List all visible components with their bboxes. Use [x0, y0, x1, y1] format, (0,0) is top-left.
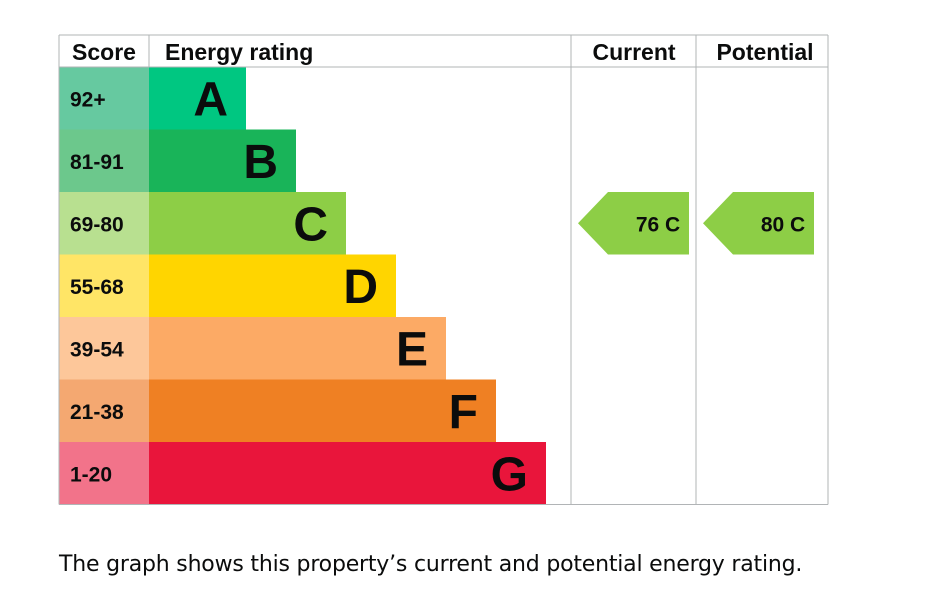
band-letter-d: D	[343, 261, 378, 314]
header-potential: Potential	[716, 39, 813, 65]
potential-arrow	[703, 192, 814, 255]
score-cell-d	[59, 254, 149, 318]
potential-rating-label: 80 C	[761, 213, 805, 236]
band-letter-e: E	[396, 323, 428, 376]
current-arrow	[578, 192, 689, 255]
score-label-g: 1-20	[70, 463, 112, 486]
header-energy-rating: Energy rating	[165, 39, 313, 65]
score-label-e: 39-54	[70, 338, 124, 361]
score-label-d: 55-68	[70, 276, 124, 299]
band-letter-b: B	[243, 136, 278, 189]
score-label-c: 69-80	[70, 213, 124, 236]
score-cell-a	[59, 67, 149, 130]
band-letter-c: C	[293, 198, 328, 251]
band-letter-f: F	[449, 386, 478, 439]
arrow-layer: 76 C 80 C	[578, 192, 814, 255]
band-bar-c	[149, 192, 346, 255]
band-letter-a: A	[193, 73, 228, 126]
band-bar-g	[149, 442, 546, 505]
band-bar-f	[149, 379, 496, 443]
score-cell-g	[59, 442, 149, 505]
score-cell-c	[59, 192, 149, 255]
header-current: Current	[592, 39, 675, 65]
current-rating-label: 76 C	[636, 213, 680, 236]
band-bar-e	[149, 317, 446, 380]
bands-layer: 92+ A 81-91 B 69-80 C 55-68 D 39-54 E 21-38 F 1-20 G	[59, 67, 546, 505]
band-bar-a	[149, 67, 246, 130]
score-label-a: 92+	[70, 88, 106, 111]
score-cell-b	[59, 129, 149, 193]
score-cell-f	[59, 379, 149, 443]
header-layer: Score Energy rating Current Potential	[72, 39, 814, 65]
band-letter-g: G	[491, 448, 528, 501]
score-label-b: 81-91	[70, 151, 124, 174]
grid-layer	[58, 34, 829, 505]
band-bar-b	[149, 129, 296, 193]
header-score: Score	[72, 39, 136, 65]
score-cell-e	[59, 317, 149, 380]
band-bar-d	[149, 254, 396, 318]
chart-caption: The graph shows this property’s current …	[59, 552, 803, 577]
score-label-f: 21-38	[70, 401, 124, 424]
